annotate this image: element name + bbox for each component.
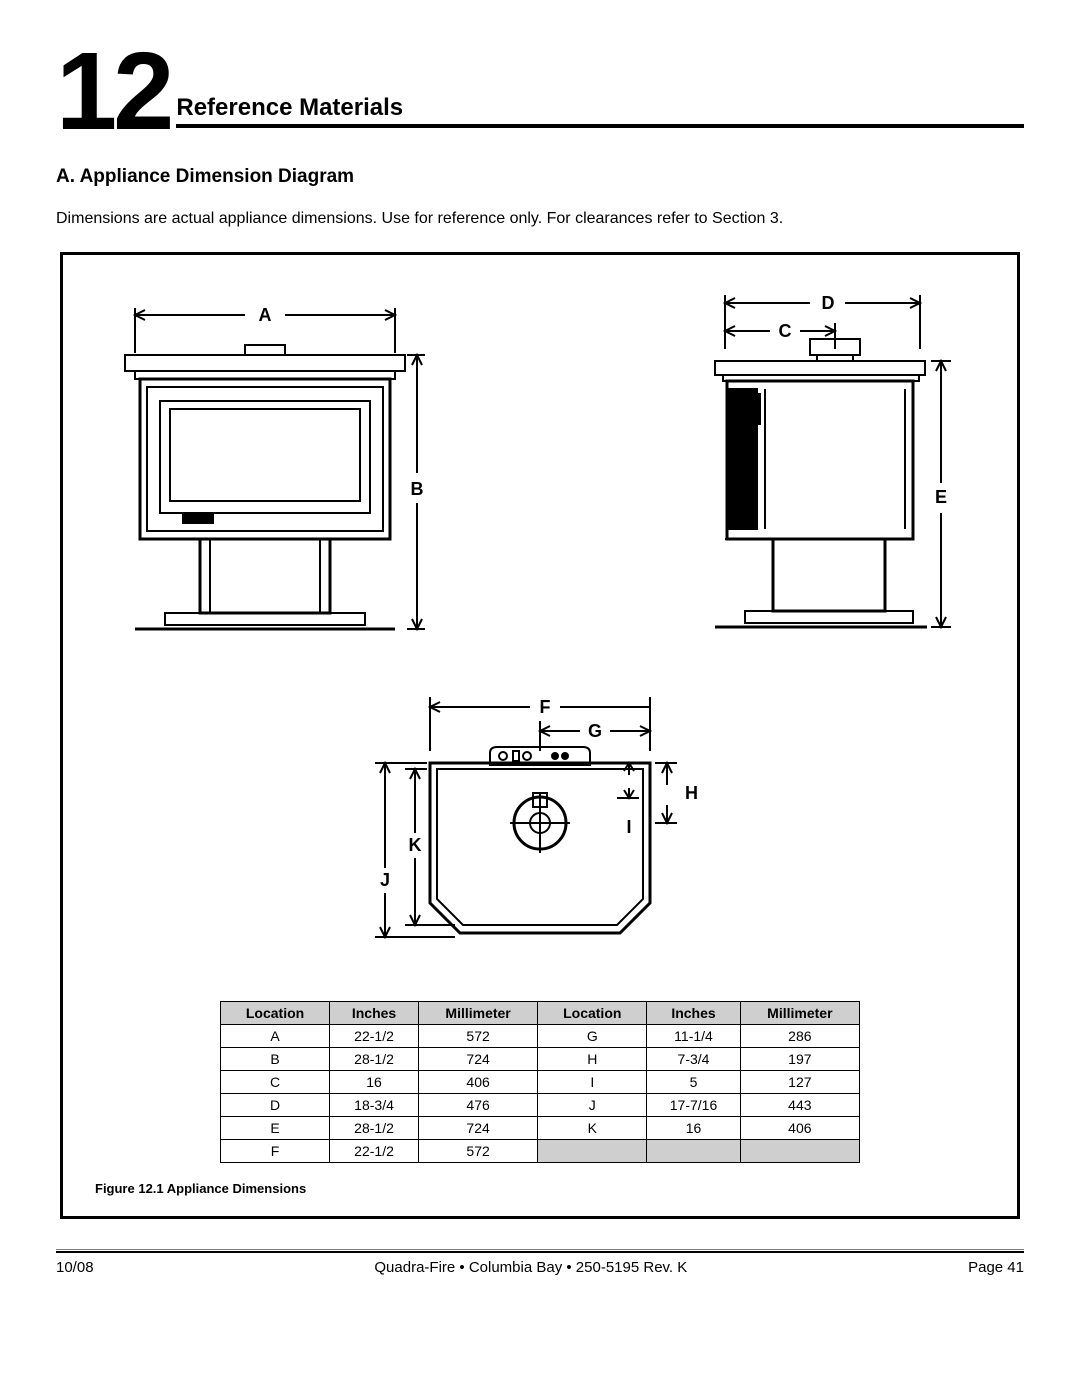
td: C xyxy=(221,1071,330,1094)
chapter-number: 12 xyxy=(56,48,170,136)
th-mm-1: Millimeter xyxy=(418,1002,537,1025)
section-heading: A. Appliance Dimension Diagram xyxy=(56,166,1024,188)
td: 22-1/2 xyxy=(330,1025,419,1048)
table-row: B 28-1/2 724 H 7-3/4 197 xyxy=(221,1048,860,1071)
dim-label-G: G xyxy=(588,721,602,741)
th-location-2: Location xyxy=(538,1002,647,1025)
dim-label-D: D xyxy=(822,293,835,313)
footer-row: 10/08 Quadra-Fire • Columbia Bay • 250-5… xyxy=(56,1259,1024,1276)
front-view-svg: A xyxy=(95,283,435,663)
td xyxy=(538,1140,647,1163)
td: 28-1/2 xyxy=(330,1117,419,1140)
dim-label-K: K xyxy=(409,835,422,855)
footer-rule xyxy=(56,1249,1024,1253)
td: F xyxy=(221,1140,330,1163)
td: 5 xyxy=(647,1071,740,1094)
dim-label-J: J xyxy=(380,870,390,890)
td: E xyxy=(221,1117,330,1140)
chapter-header: 12 Reference Materials xyxy=(56,48,1024,136)
table-row: C 16 406 I 5 127 xyxy=(221,1071,860,1094)
table-row: F 22-1/2 572 xyxy=(221,1140,860,1163)
td: 406 xyxy=(740,1117,859,1140)
views-row: A xyxy=(95,283,985,663)
td xyxy=(740,1140,859,1163)
dim-label-H: H xyxy=(685,783,698,803)
td: 16 xyxy=(647,1117,740,1140)
td: 18-3/4 xyxy=(330,1094,419,1117)
td: 11-1/4 xyxy=(647,1025,740,1048)
footer-left: 10/08 xyxy=(56,1259,94,1276)
dim-label-B: B xyxy=(411,479,424,499)
td: 286 xyxy=(740,1025,859,1048)
table-body: A 22-1/2 572 G 11-1/4 286 B 28-1/2 724 H… xyxy=(221,1025,860,1163)
td: B xyxy=(221,1048,330,1071)
chapter-title: Reference Materials xyxy=(176,94,1024,122)
td: 724 xyxy=(418,1048,537,1071)
table-row: E 28-1/2 724 K 16 406 xyxy=(221,1117,860,1140)
dim-label-A: A xyxy=(259,305,272,325)
dim-label-E: E xyxy=(935,487,947,507)
td: 476 xyxy=(418,1094,537,1117)
td: 572 xyxy=(418,1025,537,1048)
figure-caption: Figure 12.1 Appliance Dimensions xyxy=(95,1181,985,1196)
td: 22-1/2 xyxy=(330,1140,419,1163)
td xyxy=(647,1140,740,1163)
footer-center: Quadra-Fire • Columbia Bay • 250-5195 Re… xyxy=(374,1259,687,1276)
side-view: D C xyxy=(695,283,985,663)
front-view: A xyxy=(95,283,435,663)
side-view-svg: D C xyxy=(695,283,985,663)
th-location-1: Location xyxy=(221,1002,330,1025)
td: I xyxy=(538,1071,647,1094)
top-view-svg: F G xyxy=(355,693,725,973)
td: 406 xyxy=(418,1071,537,1094)
chapter-title-underline xyxy=(176,124,1024,128)
td: 197 xyxy=(740,1048,859,1071)
th-inches-1: Inches xyxy=(330,1002,419,1025)
table-row: A 22-1/2 572 G 11-1/4 286 xyxy=(221,1025,860,1048)
th-mm-2: Millimeter xyxy=(740,1002,859,1025)
td: 724 xyxy=(418,1117,537,1140)
figure-box: A xyxy=(60,252,1020,1219)
td: D xyxy=(221,1094,330,1117)
table-row: D 18-3/4 476 J 17-7/16 443 xyxy=(221,1094,860,1117)
th-inches-2: Inches xyxy=(647,1002,740,1025)
td: A xyxy=(221,1025,330,1048)
top-view: F G xyxy=(355,693,725,973)
td: K xyxy=(538,1117,647,1140)
td: 7-3/4 xyxy=(647,1048,740,1071)
td: 17-7/16 xyxy=(647,1094,740,1117)
td: H xyxy=(538,1048,647,1071)
dim-label-C: C xyxy=(779,321,792,341)
intro-text: Dimensions are actual appliance dimensio… xyxy=(56,210,1024,228)
td: G xyxy=(538,1025,647,1048)
td: 28-1/2 xyxy=(330,1048,419,1071)
dim-label-I: I xyxy=(626,817,631,837)
table-header-row: Location Inches Millimeter Location Inch… xyxy=(221,1002,860,1025)
top-view-wrap: F G xyxy=(95,693,985,973)
chapter-title-block: Reference Materials xyxy=(176,94,1024,136)
td: 572 xyxy=(418,1140,537,1163)
footer-right: Page 41 xyxy=(968,1259,1024,1276)
dim-label-F: F xyxy=(540,697,551,717)
td: 127 xyxy=(740,1071,859,1094)
td: 443 xyxy=(740,1094,859,1117)
td: 16 xyxy=(330,1071,419,1094)
td: J xyxy=(538,1094,647,1117)
dimensions-table: Location Inches Millimeter Location Inch… xyxy=(220,1001,860,1163)
